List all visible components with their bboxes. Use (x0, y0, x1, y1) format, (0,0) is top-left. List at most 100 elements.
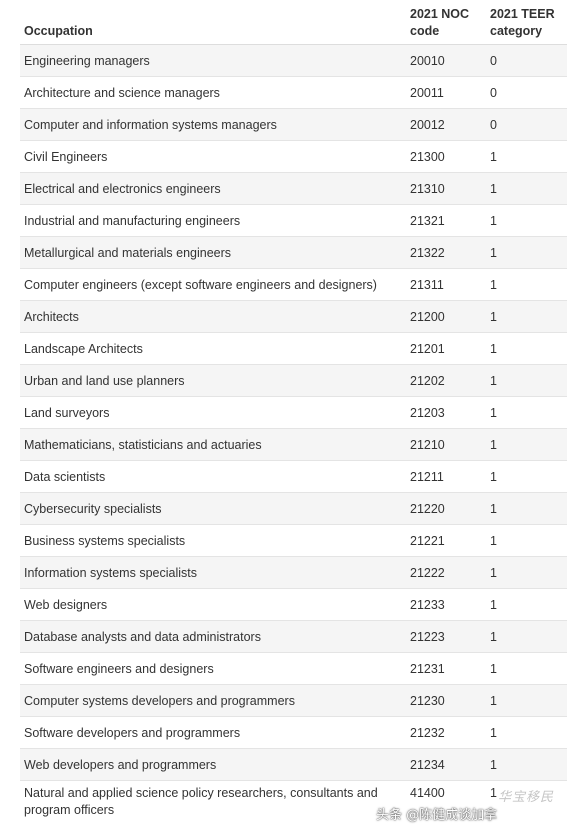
noc-code-cell: 21234 (406, 749, 486, 781)
table-row: Computer systems developers and programm… (20, 685, 567, 717)
header-noc-code: 2021 NOC code (406, 0, 486, 45)
teer-category-cell: 0 (486, 109, 567, 141)
teer-category-cell: 1 (486, 301, 567, 333)
occupation-cell: Software developers and programmers (20, 717, 406, 749)
table-row: Computer and information systems manager… (20, 109, 567, 141)
occupation-cell: Industrial and manufacturing engineers (20, 205, 406, 237)
noc-code-cell: 21202 (406, 365, 486, 397)
teer-category-cell: 1 (486, 365, 567, 397)
table-row: Computer engineers (except software engi… (20, 269, 567, 301)
teer-category-cell: 1 (486, 717, 567, 749)
occupation-cell: Computer systems developers and programm… (20, 685, 406, 717)
header-teer-category: 2021 TEER category (486, 0, 567, 45)
table-row: Database analysts and data administrator… (20, 621, 567, 653)
table-row: Mathematicians, statisticians and actuar… (20, 429, 567, 461)
header-occupation: Occupation (20, 0, 406, 45)
teer-category-cell: 1 (486, 461, 567, 493)
noc-code-cell: 21321 (406, 205, 486, 237)
occupation-cell: Business systems specialists (20, 525, 406, 557)
teer-category-cell: 1 (486, 493, 567, 525)
header-row: Occupation 2021 NOC code 2021 TEER categ… (20, 0, 567, 45)
occupation-cell: Data scientists (20, 461, 406, 493)
teer-category-cell: 1 (486, 205, 567, 237)
noc-code-cell: 21231 (406, 653, 486, 685)
occupation-cell: Computer engineers (except software engi… (20, 269, 406, 301)
occupation-cell: Metallurgical and materials engineers (20, 237, 406, 269)
table-header: Occupation 2021 NOC code 2021 TEER categ… (20, 0, 567, 45)
noc-code-cell: 21310 (406, 173, 486, 205)
occupation-cell: Civil Engineers (20, 141, 406, 173)
occupation-cell: Natural and applied science policy resea… (20, 781, 406, 825)
noc-code-cell: 21322 (406, 237, 486, 269)
teer-category-cell: 1 (486, 749, 567, 781)
teer-category-cell: 1 (486, 141, 567, 173)
teer-category-cell: 1 (486, 653, 567, 685)
noc-code-cell: 21232 (406, 717, 486, 749)
occupation-cell: Web developers and programmers (20, 749, 406, 781)
occupation-cell: Land surveyors (20, 397, 406, 429)
occupation-cell: Landscape Architects (20, 333, 406, 365)
noc-code-cell: 21222 (406, 557, 486, 589)
teer-category-cell: 1 (486, 557, 567, 589)
watermark-source-text: 头条 @陈健成谈加拿 (376, 804, 497, 823)
teer-category-cell: 1 (486, 589, 567, 621)
noc-code-cell: 21300 (406, 141, 486, 173)
occupation-cell: Cybersecurity specialists (20, 493, 406, 525)
occupation-cell: Engineering managers (20, 45, 406, 77)
occupation-cell: Architecture and science managers (20, 77, 406, 109)
occupation-cell: Urban and land use planners (20, 365, 406, 397)
teer-category-cell: 1 (486, 237, 567, 269)
noc-code-cell: 21210 (406, 429, 486, 461)
teer-category-cell: 1 (486, 621, 567, 653)
noc-code-cell: 21221 (406, 525, 486, 557)
noc-code-cell: 21211 (406, 461, 486, 493)
noc-code-cell: 21203 (406, 397, 486, 429)
noc-code-cell: 21223 (406, 621, 486, 653)
noc-code-cell: 21233 (406, 589, 486, 621)
teer-category-cell: 1 (486, 397, 567, 429)
teer-category-cell: 0 (486, 77, 567, 109)
occupation-cell: Information systems specialists (20, 557, 406, 589)
noc-code-cell: 21201 (406, 333, 486, 365)
occupation-table-container: Occupation 2021 NOC code 2021 TEER categ… (20, 0, 567, 825)
noc-code-cell: 21230 (406, 685, 486, 717)
occupation-cell: Computer and information systems manager… (20, 109, 406, 141)
teer-category-cell: 1 (486, 429, 567, 461)
noc-code-cell: 21311 (406, 269, 486, 301)
occupation-cell: Web designers (20, 589, 406, 621)
teer-category-cell: 1 (486, 525, 567, 557)
noc-code-cell: 21200 (406, 301, 486, 333)
teer-category-cell: 1 (486, 269, 567, 301)
occupation-cell: Electrical and electronics engineers (20, 173, 406, 205)
teer-category-cell: 1 (486, 173, 567, 205)
teer-category-cell: 1 (486, 333, 567, 365)
noc-code-cell: 20012 (406, 109, 486, 141)
noc-code-cell: 21220 (406, 493, 486, 525)
occupation-cell: Mathematicians, statisticians and actuar… (20, 429, 406, 461)
watermark-logo: 华宝移民 (498, 786, 554, 805)
occupation-cell: Software engineers and designers (20, 653, 406, 685)
teer-category-cell: 1 (486, 685, 567, 717)
noc-code-cell: 20011 (406, 77, 486, 109)
teer-category-cell: 0 (486, 45, 567, 77)
occupation-cell: Architects (20, 301, 406, 333)
